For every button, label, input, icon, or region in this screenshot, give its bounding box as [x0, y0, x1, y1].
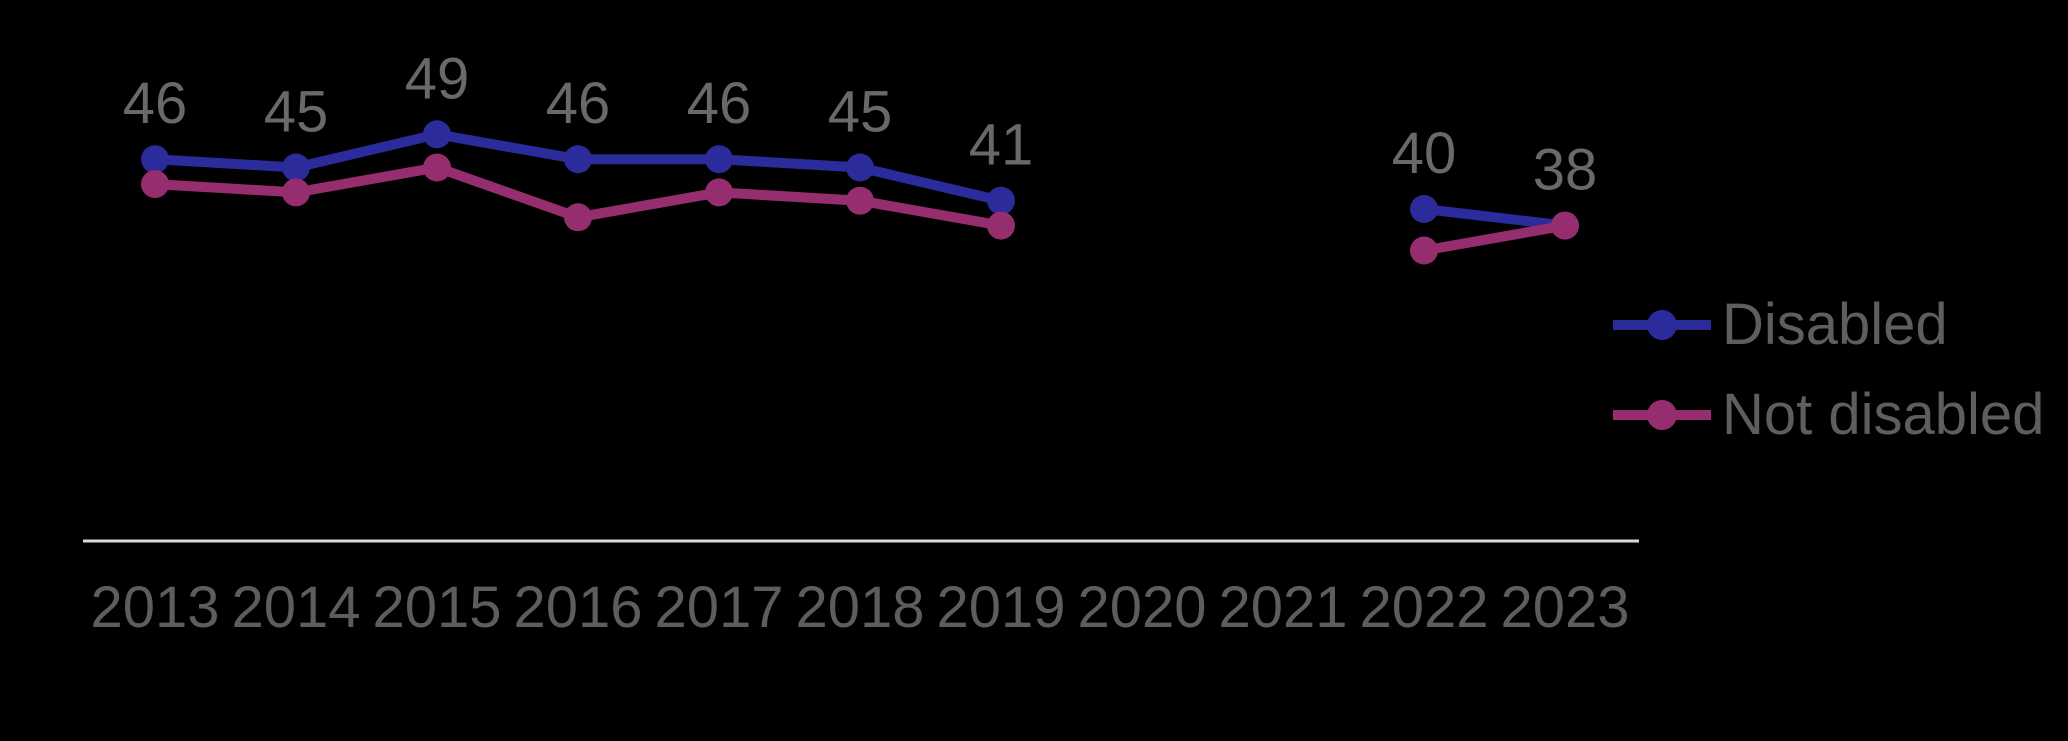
series-line-not-disabled — [1419, 220, 1570, 256]
point-label-disabled-2013: 46 — [123, 71, 188, 136]
point-label-disabled-2015: 49 — [405, 46, 470, 111]
point-label-disabled-2018: 45 — [828, 80, 893, 145]
x-tick-label-2014: 2014 — [231, 575, 360, 640]
data-point-not-disabled-2018 — [846, 186, 874, 215]
legend-line-not-disabled-icon — [1613, 400, 1711, 430]
x-tick-label-2017: 2017 — [654, 575, 783, 640]
x-tick-label-2016: 2016 — [513, 575, 642, 640]
data-point-disabled-2018 — [846, 153, 874, 182]
legend-label-not-disabled: Not disabled — [1722, 382, 2045, 447]
point-label-disabled-2023: 38 — [1533, 138, 1598, 203]
legend-dot-not-disabled-icon — [1647, 400, 1677, 430]
data-point-disabled-2013 — [141, 145, 169, 174]
x-tick-label-2019: 2019 — [936, 575, 1065, 640]
legend-label-disabled: Disabled — [1722, 292, 1948, 357]
data-point-not-disabled-2013 — [141, 170, 169, 199]
data-point-disabled-2016 — [564, 145, 592, 174]
legend-item-disabled: Disabled — [1613, 294, 2044, 356]
point-label-disabled-2022: 40 — [1392, 121, 1457, 186]
x-tick-label-2023: 2023 — [1500, 575, 1629, 640]
legend-line-disabled-icon — [1613, 310, 1711, 340]
data-point-not-disabled-2016 — [564, 203, 592, 232]
chart-legend: Disabled Not disabled — [1613, 294, 2044, 446]
x-tick-label-2021: 2021 — [1218, 575, 1347, 640]
point-label-disabled-2016: 46 — [546, 71, 611, 136]
x-tick-label-2022: 2022 — [1359, 575, 1488, 640]
data-point-not-disabled-2022 — [1410, 236, 1438, 265]
data-point-disabled-2022 — [1410, 195, 1438, 223]
data-point-disabled-2019 — [987, 186, 1015, 215]
x-tick-label-2018: 2018 — [795, 575, 924, 640]
data-point-not-disabled-2014 — [282, 178, 310, 207]
series-line-disabled — [1419, 204, 1570, 231]
legend-dot-disabled-icon — [1647, 310, 1677, 340]
legend-item-not-disabled: Not disabled — [1613, 384, 2044, 446]
data-point-not-disabled-2015 — [423, 153, 451, 182]
point-label-disabled-2017: 46 — [687, 71, 752, 136]
data-point-not-disabled-2019 — [987, 211, 1015, 240]
data-point-not-disabled-2023 — [1551, 211, 1579, 240]
x-tick-label-2020: 2020 — [1077, 575, 1206, 640]
data-point-disabled-2017 — [705, 145, 733, 174]
data-point-not-disabled-2017 — [705, 178, 733, 207]
data-point-disabled-2014 — [282, 153, 310, 182]
data-point-disabled-2015 — [423, 120, 451, 149]
point-label-disabled-2019: 41 — [969, 113, 1034, 178]
x-tick-label-2013: 2013 — [90, 575, 219, 640]
x-tick-label-2015: 2015 — [372, 575, 501, 640]
point-label-disabled-2014: 45 — [264, 80, 329, 145]
